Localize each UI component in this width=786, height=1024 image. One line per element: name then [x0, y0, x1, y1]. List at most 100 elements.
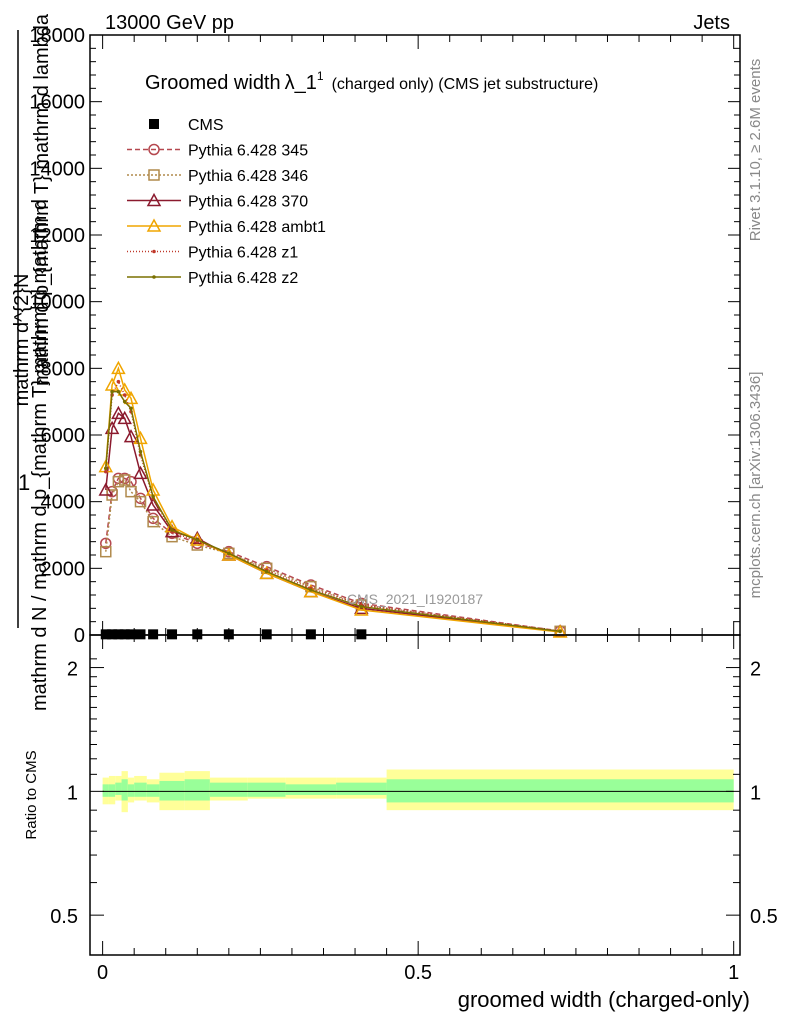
data-point-ambt1	[123, 390, 139, 405]
data-point-z2	[129, 406, 133, 411]
legend-marker	[146, 218, 162, 232]
legend-label: Pythia 6.428 z1	[188, 245, 298, 262]
ratio-xtick-label: 0.5	[404, 962, 432, 984]
mcplots-label: mcplots.cern.ch [arXiv:1306.3436]	[747, 372, 764, 599]
ratio-x-ticks: 0 0.5 1	[97, 635, 739, 984]
ratio-band-green	[146, 784, 160, 797]
main-ytick-label: 14000	[29, 158, 85, 180]
data-point-z2	[110, 389, 114, 394]
data-point-z2	[264, 569, 269, 574]
data-point-p370	[98, 482, 114, 496]
ratio-band-green	[184, 779, 210, 801]
ratio-xtick-label: 1	[728, 962, 739, 984]
legend-entry-p370: Pythia 6.428 370	[127, 192, 308, 211]
data-point-z2	[309, 588, 313, 592]
category-label: Jets	[693, 12, 730, 34]
data-point-z1	[122, 393, 127, 397]
main-ytick-label: 18000	[29, 25, 85, 47]
main-ytick-label: 10000	[29, 292, 85, 314]
ratio-band-green	[285, 784, 337, 795]
data-point-z2	[116, 389, 121, 394]
data-point-p370	[117, 410, 132, 425]
ylabel-one: 1	[18, 470, 30, 495]
data-point-ambt1	[354, 602, 369, 616]
ratio-band-green	[127, 784, 135, 797]
legend-marker	[148, 143, 160, 156]
data-point-p345	[100, 537, 112, 550]
legend-marker	[148, 169, 160, 181]
series-line-p346	[105, 479, 561, 633]
chart-title: Groomed width λ_11 (charged only) (CMS jet…	[145, 69, 598, 94]
ratio-ytick-label: 2	[67, 659, 78, 681]
main-y-axis-label: 1 mathrm d^{2}N mathrm d p_{mathrm T} ma…	[11, 13, 53, 711]
legend-label: CMS	[188, 117, 224, 134]
data-point-z2	[170, 528, 174, 532]
ratio-ytick-label-right: 1	[750, 782, 761, 804]
series-p346	[100, 474, 566, 638]
chart-title-sup: 1	[317, 69, 324, 83]
ylabel-top-den: mathrm d p_{mathrm T} mathrm d lambda	[31, 13, 53, 386]
data-point-p370	[133, 465, 148, 480]
legend-entry-p345: Pythia 6.428 345	[127, 143, 308, 160]
x-axis-label: groomed width (charged-only)	[458, 987, 750, 1012]
legend-label: Pythia 6.428 z2	[188, 270, 298, 287]
legend-label: Pythia 6.428 346	[188, 168, 308, 185]
data-point-p346	[134, 495, 147, 508]
series-p345	[100, 472, 566, 637]
data-point-z2	[195, 538, 200, 542]
data-point-z2	[359, 604, 364, 609]
data-point-z2	[151, 494, 155, 499]
main-ytick-label: 0	[74, 625, 85, 647]
chart-title-main: Groomed width	[145, 72, 281, 94]
chart-title-lambda: λ_1	[285, 72, 317, 94]
legend: CMS Pythia 6.428 345 Pythia 6.428 346 Pythi…	[127, 117, 326, 287]
main-ytick-label: 6000	[41, 425, 86, 447]
ylabel-bottom: mathrm d N / mathrm d p_{mathrm T} mathr…	[29, 199, 51, 711]
ratio-band-green	[209, 782, 248, 797]
series-line-p345	[105, 477, 561, 632]
data-point-z2	[558, 629, 562, 634]
energy-label: 13000 GeV pp	[105, 12, 234, 34]
ratio-band-green	[159, 780, 185, 801]
main-y-ticks: 0 2000 4000 6000 8000 10000 12000 14000 16000 180…	[29, 25, 740, 647]
ratio-band-green	[386, 779, 734, 803]
main-series-group	[98, 360, 568, 640]
legend-entry-z2: Pythia 6.428 z2	[127, 270, 298, 287]
ratio-frame	[89, 634, 741, 956]
series-ambt1	[98, 360, 568, 638]
legend-marker	[152, 249, 156, 254]
data-point-z2	[103, 466, 108, 471]
ratio-ytick-label-right: 0.5	[750, 906, 778, 928]
ratio-band-green	[115, 782, 122, 795]
data-point-z1	[116, 379, 121, 384]
ratio-ytick-label-right: 2	[750, 659, 761, 681]
legend-entry-cms: CMS	[149, 117, 224, 134]
series-line-ambt1	[105, 365, 561, 633]
data-point-p346	[147, 515, 159, 528]
main-ytick-label: 2000	[41, 558, 86, 580]
data-point-p370	[145, 497, 161, 511]
main-ytick-label: 8000	[41, 358, 86, 380]
data-point-z2	[122, 399, 127, 404]
rivet-label: Rivet 3.1.10, ≥ 2.6M events	[747, 59, 764, 242]
data-point-z1	[103, 469, 108, 474]
ratio-y-ticks: 0.5 0.5 1 1 2 2	[50, 658, 778, 928]
legend-marker	[152, 275, 156, 279]
legend-entry-z1: Pythia 6.428 z1	[127, 245, 298, 262]
ratio-band-green	[336, 782, 387, 795]
analysis-watermark: CMS_2021_I1920187	[347, 591, 483, 607]
data-point-z2	[138, 449, 143, 454]
ratio-band-green	[108, 784, 116, 797]
legend-entry-p346: Pythia 6.428 346	[127, 168, 308, 185]
main-plot-panel: 0 2000 4000 6000 8000 10000 12000 14000 16000 180…	[29, 25, 741, 647]
legend-marker	[149, 119, 159, 129]
ratio-xtick-label: 0	[97, 962, 108, 984]
series-line-z1	[105, 379, 561, 632]
ratio-band-green	[134, 782, 147, 797]
ratio-ytick-label: 1	[67, 782, 78, 804]
series-z2	[103, 389, 562, 634]
ylabel-top: mathrm d^{2}N	[11, 274, 33, 407]
data-point-p370	[354, 600, 369, 615]
ratio-band-green	[247, 782, 286, 797]
